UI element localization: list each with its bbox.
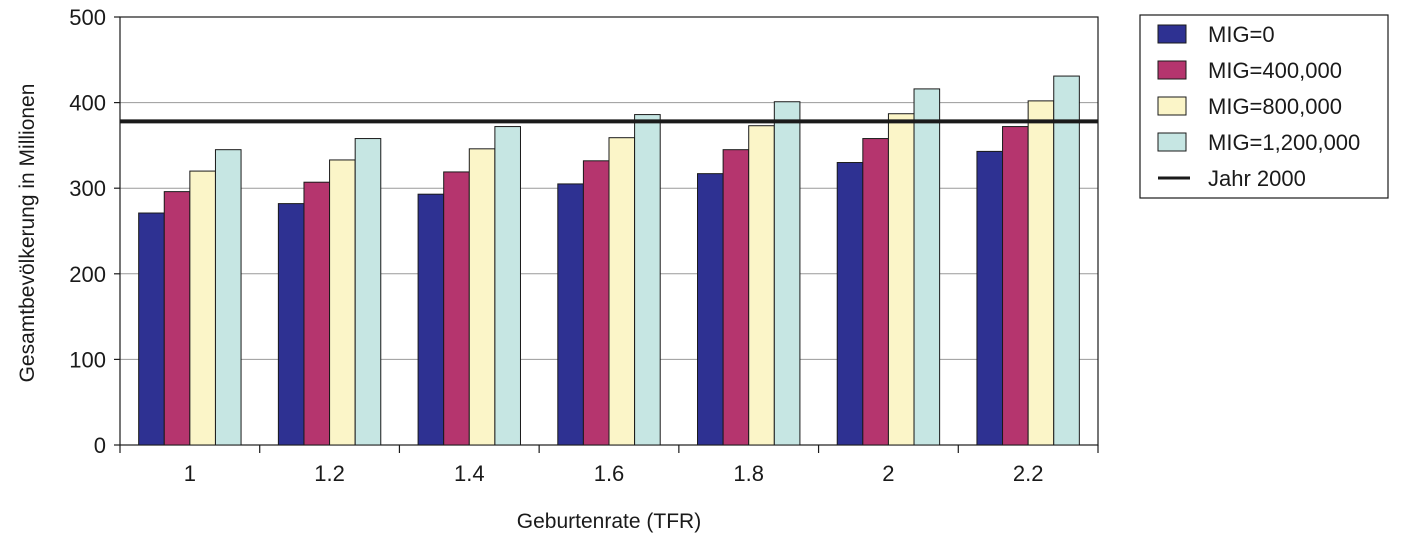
bar-mig-400-000-1: [163, 191, 191, 446]
y-axis-title: Gesamtbevölkerung in Millionen: [16, 84, 39, 383]
y-tick-label: 300: [69, 176, 106, 201]
x-tick-label: 1.4: [454, 461, 485, 486]
bar-mig-400-000-1-2: [303, 181, 331, 446]
legend-label: MIG=0: [1208, 22, 1275, 47]
y-tick-label: 0: [94, 433, 106, 458]
bar-mig-1-200-000-1-4: [494, 126, 521, 446]
bar-mig-1-200-000-1: [214, 149, 242, 446]
bar-mig-0-2-2: [976, 150, 1004, 446]
bar-mig-400-000-1-8: [722, 149, 750, 446]
x-tick-labels: 1 1.2 1.4 1.6 1.8 2 2.2: [184, 461, 1044, 486]
bar-mig-1-200-000-2-2: [1053, 75, 1080, 446]
bar-mig-1-200-000-1-2: [354, 138, 382, 446]
bar-mig-1-200-000-2: [913, 88, 941, 446]
x-tick-label: 2: [882, 461, 894, 486]
legend-swatch: [1157, 132, 1187, 152]
bar-mig-800-000-1-8: [748, 125, 775, 446]
bar-mig-400-000-2: [862, 138, 889, 446]
bar-mig-1-200-000-1-8: [773, 101, 801, 446]
axes: [114, 16, 1099, 453]
bar-mig-0-1-2: [277, 203, 305, 446]
bar-mig-800-000-1-6: [608, 137, 636, 446]
bar-mig-1-200-000-1-6: [634, 114, 661, 446]
bar-mig-0-2: [836, 162, 864, 446]
legend-label: MIG=1,200,000: [1208, 130, 1360, 155]
bar-mig-400-000-2-2: [1002, 126, 1029, 446]
bar-mig-400-000-1-6: [582, 160, 610, 446]
x-axis-title: Geburtenrate (TFR): [517, 510, 701, 533]
bar-mig-800-000-1-2: [329, 159, 356, 446]
y-tick-labels: 0 100 200 300 400 500: [69, 5, 106, 458]
bar-mig-0-1-4: [417, 193, 445, 446]
y-tick-label: 400: [69, 91, 106, 116]
x-tick-label: 1.6: [594, 461, 625, 486]
legend-swatch: [1157, 60, 1187, 80]
legend-label: MIG=400,000: [1208, 58, 1342, 83]
bar-mig-800-000-2: [887, 113, 915, 446]
legend: MIG=0 MIG=400,000 MIG=800,000 MIG=1,200,000…: [1139, 14, 1389, 199]
x-tick-label: 2.2: [1013, 461, 1044, 486]
legend-swatch: [1157, 24, 1187, 44]
bar-groups: [138, 75, 1080, 446]
x-tick-label: 1.8: [733, 461, 764, 486]
y-tick-label: 200: [69, 262, 106, 287]
bar-mig-800-000-2-2: [1027, 100, 1055, 446]
bar-mig-800-000-1: [189, 170, 216, 446]
bar-mig-0-1-8: [697, 173, 724, 446]
legend-label: Jahr 2000: [1208, 166, 1306, 191]
x-tick-label: 1: [184, 461, 196, 486]
y-tick-label: 500: [69, 5, 106, 30]
bar-mig-0-1: [138, 212, 165, 446]
bar-mig-0-1-6: [557, 183, 584, 446]
bar-mig-800-000-1-4: [468, 148, 496, 446]
bar-mig-400-000-1-4: [443, 171, 470, 446]
x-tick-label: 1.2: [314, 461, 345, 486]
legend-swatch: [1157, 96, 1187, 116]
y-tick-label: 100: [69, 347, 106, 372]
legend-label: MIG=800,000: [1208, 94, 1342, 119]
